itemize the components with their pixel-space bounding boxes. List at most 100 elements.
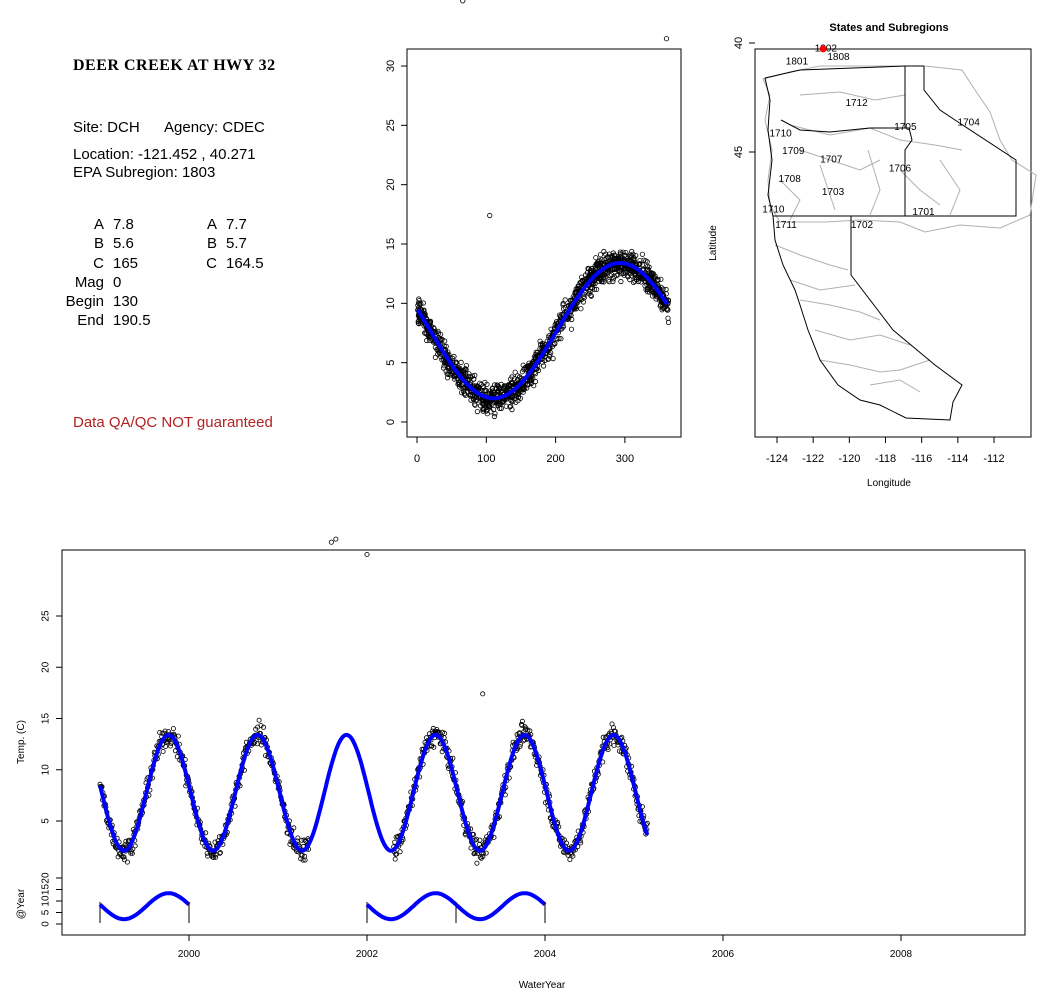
- data-point: [427, 337, 433, 343]
- data-point: [664, 306, 670, 312]
- data-point: [394, 851, 400, 857]
- outlier-point: [663, 36, 670, 42]
- data-point: [611, 273, 617, 279]
- site-label: Site: DCH: [73, 119, 140, 136]
- region-label: 1711: [775, 220, 797, 231]
- data-point: [606, 278, 612, 285]
- data-point: [483, 388, 489, 394]
- data-point: [458, 359, 464, 365]
- data-point: [611, 725, 617, 731]
- data-point: [473, 836, 479, 842]
- data-point: [422, 330, 428, 336]
- outlier-point: [364, 552, 370, 558]
- region-label: 1712: [845, 98, 868, 109]
- data-point: [474, 860, 480, 866]
- x-tick-label: 200: [546, 453, 564, 465]
- data-point: [435, 330, 441, 336]
- data-point: [564, 840, 570, 846]
- param-name: B: [93, 235, 104, 253]
- y2-tick-label: 10: [41, 895, 52, 907]
- data-point: [641, 257, 647, 263]
- data-point: [415, 300, 422, 306]
- region-label: 1704: [958, 117, 981, 128]
- data-point: [452, 374, 458, 380]
- data-point: [578, 279, 584, 285]
- data-point: [597, 252, 604, 258]
- param-value: 7.8: [113, 216, 134, 233]
- data-point: [439, 749, 445, 755]
- data-point: [160, 749, 166, 755]
- map-title: States and Subregions: [829, 22, 948, 34]
- data-point: [467, 393, 473, 399]
- data-point: [477, 837, 483, 843]
- param-value: 5.6: [113, 235, 134, 253]
- data-point: [438, 354, 444, 360]
- data-point: [491, 413, 497, 420]
- data-point: [617, 251, 624, 257]
- data-point: [453, 359, 459, 365]
- data-point: [542, 357, 548, 364]
- data-point: [480, 854, 486, 860]
- y-axis-label: Temp. (C): [16, 720, 27, 764]
- data-point: [644, 259, 650, 265]
- data-point: [123, 838, 129, 844]
- subregion-label: EPA Subregion: 1803: [73, 164, 216, 181]
- data-point: [471, 401, 478, 407]
- subregion-boundary: [867, 149, 881, 216]
- data-point: [588, 293, 594, 299]
- data-point: [442, 338, 448, 344]
- data-point: [435, 351, 441, 357]
- data-point: [581, 291, 587, 297]
- data-point: [655, 277, 661, 283]
- region-label: 1702: [851, 220, 874, 231]
- param-name: A: [206, 216, 217, 233]
- data-point: [556, 335, 562, 341]
- data-point: [515, 394, 522, 400]
- data-point: [119, 853, 125, 859]
- data-point: [600, 734, 606, 740]
- data-point: [639, 262, 646, 268]
- y-tick-label: 10: [41, 764, 52, 776]
- data-point: [582, 272, 589, 278]
- data-point: [575, 283, 581, 289]
- data-point: [617, 249, 623, 255]
- x-tick-label: -122: [802, 453, 824, 465]
- data-point: [168, 741, 174, 747]
- data-point: [567, 297, 573, 303]
- y-tick-label: 25: [41, 610, 52, 622]
- data-point: [507, 404, 513, 410]
- subregion-boundary: [899, 169, 941, 206]
- data-point: [256, 717, 262, 723]
- param-row: C 165: [30, 255, 173, 274]
- region-label: 1710: [762, 205, 785, 216]
- data-point: [254, 741, 260, 747]
- x-tick-label: 100: [477, 453, 495, 465]
- x-tick-label: 2006: [712, 949, 735, 960]
- subregion-boundary: [799, 299, 881, 321]
- param-value: 5.7: [226, 235, 247, 253]
- data-point: [663, 291, 669, 297]
- y2-tick-label: 0: [41, 921, 52, 927]
- region-label: 1706: [889, 163, 912, 174]
- data-point: [291, 825, 297, 831]
- data-point: [508, 397, 514, 404]
- data-point: [623, 250, 629, 256]
- data-point: [397, 849, 403, 855]
- site-title: DEER CREEK AT HWY 32: [73, 57, 276, 74]
- data-point: [602, 272, 608, 278]
- data-point: [260, 724, 266, 730]
- x-tick-label: 2000: [178, 949, 201, 960]
- outlier-point: [487, 212, 493, 219]
- data-point: [217, 850, 223, 856]
- data-point: [472, 402, 478, 408]
- data-point: [203, 830, 209, 836]
- subregion-boundary: [939, 159, 961, 216]
- state-boundary: [764, 65, 924, 79]
- location-label: Location: -121.452 , 40.271: [73, 146, 256, 163]
- param-name: C: [206, 254, 217, 272]
- data-point: [499, 398, 506, 404]
- data-point: [592, 263, 598, 269]
- y2-tick-label: 5: [41, 909, 52, 915]
- state-boundary: [905, 66, 1017, 217]
- data-point: [552, 340, 558, 346]
